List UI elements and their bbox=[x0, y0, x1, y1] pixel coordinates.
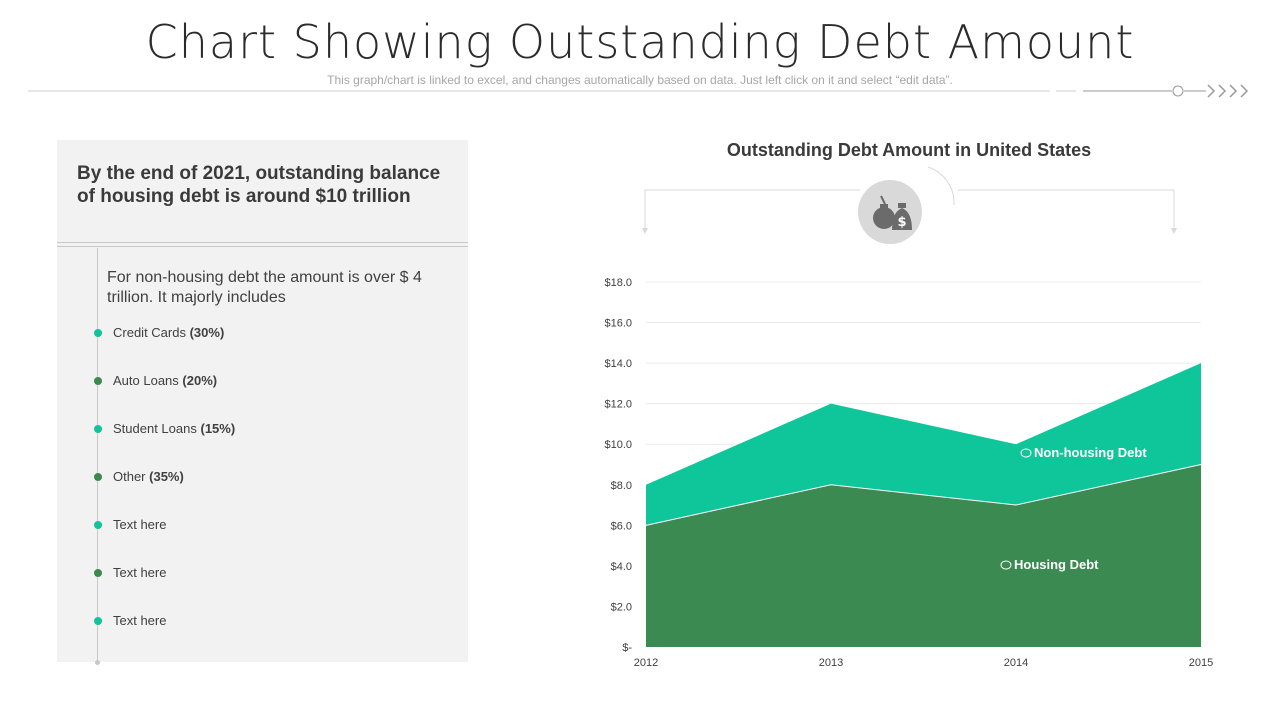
series-boundary-line bbox=[645, 464, 1202, 526]
list-item-text: Credit Cards bbox=[113, 325, 186, 340]
area-chart: Outstanding Debt Amount in United States… bbox=[604, 140, 1213, 669]
y-tick-label: $14.0 bbox=[604, 358, 632, 370]
connector-arrow bbox=[1171, 228, 1177, 234]
y-tick-label: $8.0 bbox=[611, 480, 632, 492]
list-item-text: Student Loans bbox=[113, 421, 197, 436]
y-tick-label: $12.0 bbox=[604, 399, 632, 411]
list-item-text: Text here bbox=[113, 613, 167, 628]
list-item: Other (35%) bbox=[57, 467, 468, 487]
timeline-end-dot bbox=[95, 660, 100, 665]
list-item-label: Text here bbox=[113, 517, 166, 532]
chart-axes: $- $2.0 $4.0 $6.0 $8.0 $10.0 $12.0 $14.0 $16.0 $1… bbox=[604, 277, 1213, 669]
summary-headline: By the end of 2021, outstanding balance … bbox=[77, 163, 441, 207]
summary-panel: By the end of 2021, outstanding balance … bbox=[57, 140, 468, 665]
bullet-dot bbox=[94, 521, 102, 529]
header-divider bbox=[28, 84, 1249, 98]
area-housing-debt bbox=[646, 464, 1201, 647]
area-non-housing-debt bbox=[646, 363, 1201, 526]
timeline-line bbox=[97, 248, 98, 664]
list-item-label: Text here bbox=[113, 565, 166, 580]
y-tick-label: $4.0 bbox=[611, 561, 632, 573]
list-item: Credit Cards (30%) bbox=[57, 323, 468, 343]
y-tick-label: $- bbox=[622, 642, 632, 654]
y-tick-label: $2.0 bbox=[611, 601, 632, 613]
list-item-text: Other bbox=[113, 469, 146, 484]
bullet-dot bbox=[94, 569, 102, 577]
list-item-label: Auto Loans (20%) bbox=[113, 373, 217, 388]
list-item-label: Student Loans (15%) bbox=[113, 421, 235, 436]
bullet-dot bbox=[94, 377, 102, 385]
x-tick-label: 2015 bbox=[1189, 657, 1213, 669]
y-tick-label: $18.0 bbox=[604, 277, 632, 289]
series-areas bbox=[645, 363, 1202, 647]
list-item-percent: (15%) bbox=[200, 421, 236, 436]
series-marker-icon bbox=[1000, 560, 1012, 570]
series-marker-icon bbox=[1020, 448, 1032, 458]
list-item: Auto Loans (20%) bbox=[57, 371, 468, 391]
list-item-label: Text here bbox=[113, 613, 166, 628]
list-item-label: Credit Cards (30%) bbox=[113, 325, 224, 340]
divider bbox=[57, 242, 468, 243]
x-tick-label: 2012 bbox=[634, 657, 658, 669]
chevrons-right-icon bbox=[1207, 84, 1249, 98]
y-tick-label: $16.0 bbox=[604, 318, 632, 330]
bullet-dot bbox=[94, 617, 102, 625]
bullet-dot bbox=[94, 329, 102, 337]
money-bags-icon: $ bbox=[858, 180, 922, 244]
list-item-percent: (30%) bbox=[189, 325, 225, 340]
x-tick-label: 2013 bbox=[819, 657, 843, 669]
connector-arrow bbox=[642, 228, 648, 234]
list-item: Text here bbox=[57, 563, 468, 583]
x-tick-label: 2014 bbox=[1004, 657, 1028, 669]
series-label: Housing Debt bbox=[1014, 557, 1099, 572]
list-item: Student Loans (15%) bbox=[57, 419, 468, 439]
list-item: Text here bbox=[57, 611, 468, 631]
list-item-percent: (20%) bbox=[182, 373, 218, 388]
page-title: Chart Showing Outstanding Debt Amount bbox=[145, 15, 1135, 69]
svg-text:$: $ bbox=[897, 215, 906, 230]
list-item-percent: (35%) bbox=[149, 469, 184, 484]
y-tick-label: $10.0 bbox=[604, 439, 632, 451]
list-item-text: Auto Loans bbox=[113, 373, 179, 388]
chart-title: Outstanding Debt Amount in United States bbox=[727, 140, 1091, 160]
y-tick-label: $6.0 bbox=[611, 520, 632, 532]
bullet-dot bbox=[94, 425, 102, 433]
chart-container: Outstanding Debt Amount in United States… bbox=[560, 130, 1260, 690]
summary-intro: For non-housing debt the amount is over … bbox=[107, 269, 422, 306]
page-subtitle: This graph/chart is linked to excel, and… bbox=[327, 73, 953, 87]
list-item-text: Text here bbox=[113, 565, 167, 580]
list-item: Text here bbox=[57, 515, 468, 535]
series-label: Non-housing Debt bbox=[1034, 445, 1147, 460]
series-labels: Housing Debt Non-housing Debt bbox=[1000, 445, 1147, 572]
connector-bracket bbox=[644, 166, 1175, 230]
list-item-label: Other (35%) bbox=[113, 469, 184, 484]
divider bbox=[57, 246, 468, 247]
list-item-text: Text here bbox=[113, 517, 167, 532]
bullet-dot bbox=[94, 473, 102, 481]
